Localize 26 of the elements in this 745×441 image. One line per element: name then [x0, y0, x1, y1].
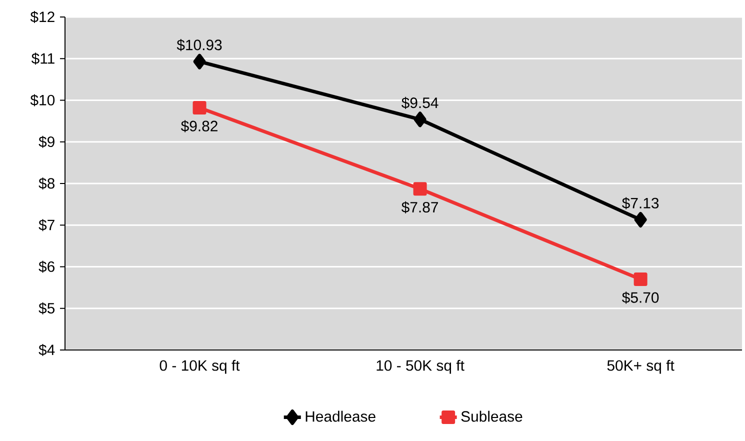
data-label: $10.93 [176, 39, 222, 52]
point [193, 54, 206, 70]
legend-label: Sublease [461, 410, 522, 422]
data-label: $5.70 [622, 292, 659, 304]
y-tick-label: $4 [38, 344, 55, 356]
point [414, 112, 426, 128]
y-tick-label: $11 [31, 52, 54, 65]
y-tick-label: $6 [38, 260, 54, 273]
y-tick-label: $10 [30, 94, 55, 106]
x-tick-label: 0 - 10K sq ft [160, 360, 240, 374]
x-tick-label: 10 - 50K sq ft [376, 360, 464, 374]
data-label: $7.87 [402, 201, 438, 214]
x-tick-label: 50K+ sq ft [607, 360, 674, 374]
point [634, 272, 648, 286]
y-tick-label: $12 [30, 10, 54, 24]
legend-label: Headlease [306, 410, 376, 422]
y-tick-label: $8 [38, 177, 54, 190]
y-tick-label: $7 [38, 219, 54, 232]
y-tick-label: $9 [38, 136, 54, 148]
y-tick-label: $5 [38, 302, 55, 314]
point [192, 100, 206, 114]
point [413, 182, 427, 196]
data-label: $7.13 [622, 197, 659, 210]
point [634, 212, 647, 228]
data-label: $9.54 [402, 96, 438, 109]
data-label: $9.82 [180, 120, 218, 132]
